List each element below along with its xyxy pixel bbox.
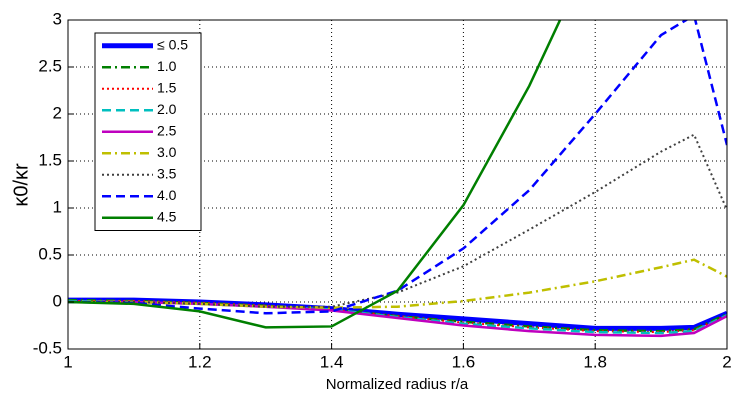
- y-tick-label: 1.5: [38, 150, 62, 169]
- axes-box: [67, 19, 728, 350]
- series-line: [68, 20, 727, 315]
- legend-label: 2.5: [157, 122, 177, 138]
- y-axis-label: κ0/κr: [10, 163, 32, 207]
- legend-label: 4.0: [157, 187, 177, 203]
- x-tick-label: 1.4: [320, 352, 344, 371]
- x-tick-label: 1.6: [452, 352, 476, 371]
- y-tick-label: 3: [53, 9, 62, 28]
- y-tick-label: -0.5: [33, 338, 62, 357]
- y-tick-label: 1: [53, 197, 62, 216]
- series-line: [68, 20, 562, 329]
- legend-label: ≤ 0.5: [157, 36, 188, 52]
- x-tick-label: 2: [722, 352, 731, 371]
- x-axis-label: Normalized radius r/a: [326, 376, 469, 393]
- x-tick-label: 1.2: [188, 352, 212, 371]
- legend-label: 1.5: [157, 79, 177, 95]
- y-tick-label: 2.5: [38, 56, 62, 75]
- x-tick-label: 1: [63, 352, 72, 371]
- legend-label: 3.0: [157, 144, 177, 160]
- y-tick-label: 0.5: [38, 244, 62, 263]
- series-line: [68, 133, 727, 308]
- y-tick-label: 0: [53, 291, 62, 310]
- y-tick-label: 2: [53, 103, 62, 122]
- legend-label: 4.5: [157, 208, 177, 224]
- legend-label: 1.0: [157, 58, 177, 74]
- x-tick-label: 1.8: [583, 352, 607, 371]
- legend-label: 2.0: [157, 101, 177, 117]
- legend-label: 3.5: [157, 165, 177, 181]
